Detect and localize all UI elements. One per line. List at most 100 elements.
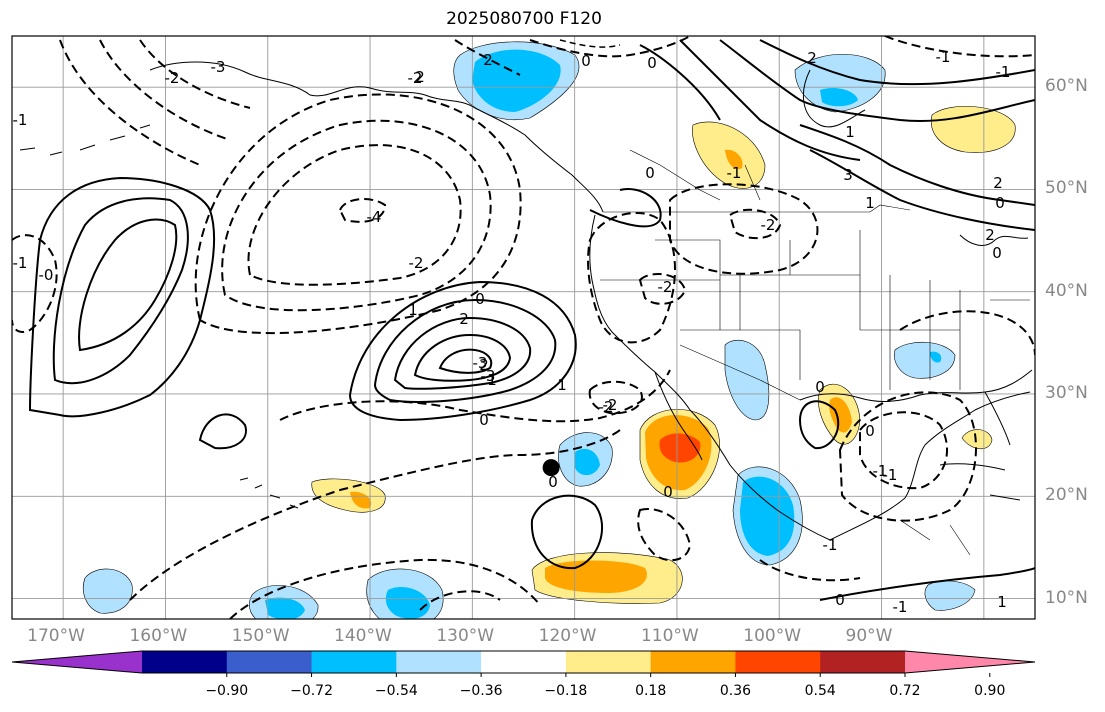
contour-dashed — [194, 93, 522, 335]
contour-dashed — [129, 429, 621, 601]
contour-label: 0 — [581, 52, 591, 70]
colorbar-tick-label: 0.90 — [974, 683, 1006, 699]
contour-solid — [393, 316, 532, 390]
contour-label: 1 — [408, 301, 418, 319]
contour-label: -1 — [13, 254, 28, 272]
contour-dashed — [669, 183, 819, 275]
contour-label: 0 — [475, 290, 485, 308]
coast-gulf-upper — [799, 369, 1033, 403]
contour-label: -3 — [211, 58, 226, 76]
contour-label: -1 — [13, 111, 28, 129]
contour-solid — [798, 400, 840, 450]
colorbar-tick-label: −0.54 — [374, 683, 418, 699]
contour-solid — [438, 348, 493, 374]
graticule — [12, 36, 1035, 619]
lat-label: 30°N — [1045, 382, 1088, 403]
contour-solid — [78, 218, 178, 352]
map-title: 2025080700 F120 — [446, 9, 602, 29]
contour-label: 1 — [865, 194, 875, 212]
lon-label: 170°W — [27, 626, 85, 646]
contour-dashed — [279, 369, 671, 423]
contour-label: 0 — [815, 378, 825, 396]
contour-solid — [28, 176, 216, 418]
lon-label: 90°W — [845, 626, 893, 646]
contour-label: 1 — [845, 123, 855, 141]
contour-label: -2 — [658, 278, 673, 296]
contour-dashed — [588, 380, 643, 415]
contour-solid — [413, 333, 512, 382]
contour-solid — [198, 413, 247, 450]
coast-gulf — [829, 391, 1031, 541]
contour-label: 0 — [992, 244, 1002, 262]
contour-label: -2 — [409, 254, 424, 272]
contour-label: 0 — [647, 54, 657, 72]
coast-westcoast — [589, 214, 831, 541]
lon-label: 130°W — [436, 626, 495, 646]
contour-label: 2 — [807, 49, 817, 67]
contour-dashed — [338, 198, 387, 223]
colorbar-tick-label: 0.72 — [889, 683, 921, 699]
contour-label: -1 — [996, 63, 1011, 81]
shade-yucatan-orange — [829, 397, 852, 433]
contour-label: 1 — [557, 376, 567, 394]
lon-label: 120°W — [538, 626, 597, 646]
lat-label: 50°N — [1045, 178, 1088, 199]
contour-dashed — [899, 310, 1035, 356]
contour-label: 2 — [415, 68, 425, 86]
contour-solid — [530, 494, 604, 570]
contours — [12, 36, 1035, 619]
contour-label: -3 — [481, 367, 496, 385]
contour-label: -1 — [873, 462, 888, 480]
contour-label: 2 — [459, 310, 469, 328]
coast-baja — [654, 371, 703, 461]
anomaly-shading — [82, 41, 1016, 619]
shade-hudson-light — [794, 54, 886, 113]
contour-label: -4 — [367, 208, 382, 226]
shade-south-blue-2 — [265, 597, 305, 619]
colorbar-tick-label: −0.36 — [459, 683, 503, 699]
contour-label: 2 — [985, 226, 995, 244]
coast-greatlakes — [959, 234, 1029, 246]
lat-label: 60°N — [1045, 76, 1088, 97]
contour-thin — [559, 39, 621, 48]
contour-label: 1 — [487, 371, 497, 389]
coast-hawaii — [239, 477, 299, 509]
contour-solid — [348, 280, 577, 422]
colorbar-tick-label: 0.54 — [804, 683, 836, 699]
contour-solid — [819, 567, 1035, 601]
contour-dashed — [638, 273, 687, 305]
coast-aleutians — [19, 124, 151, 156]
contour-label: -2 — [603, 396, 618, 414]
contour-label: 0 — [663, 483, 673, 501]
coast-florida — [984, 391, 1011, 446]
shade-south-light-1 — [82, 568, 133, 614]
contour-label: -2 — [408, 69, 423, 87]
contour-solid — [799, 124, 1035, 231]
shade-pacific-blue — [575, 448, 600, 476]
contour-label: -0 — [39, 266, 54, 284]
coastlines — [19, 61, 1033, 541]
contour-label: -2 — [761, 216, 776, 234]
contour-dashed — [229, 558, 541, 619]
contour-dashed — [884, 36, 1035, 58]
shade-south-blue-3 — [385, 586, 430, 619]
lon-label: 140°W — [334, 626, 392, 646]
contour-dashed — [454, 36, 691, 76]
lon-label: 110°W — [640, 626, 699, 646]
contour-label: 2 — [479, 356, 489, 374]
colorbar-tick-label: −0.90 — [205, 683, 249, 699]
contour-solid — [639, 39, 1035, 161]
shade-hudson-blue — [820, 88, 858, 107]
contour-label: 0 — [835, 591, 845, 609]
contour-dashed — [419, 590, 501, 611]
contour-label: 0 — [548, 473, 558, 491]
colorbar-tick-label: 0.36 — [719, 683, 752, 699]
contour-dashed — [59, 39, 251, 166]
contour-solid — [52, 197, 189, 385]
contour-label: 0 — [865, 422, 875, 440]
contour-label: 1 — [997, 593, 1007, 611]
shade-gulf-light — [894, 341, 956, 379]
coast-caribbean — [939, 463, 1021, 501]
shade-carib-yellow — [961, 429, 993, 450]
